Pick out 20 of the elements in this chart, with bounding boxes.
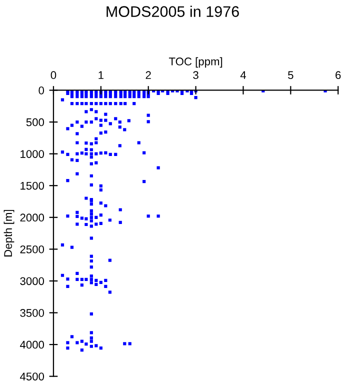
- x-axis-title: TOC [ppm]: [168, 57, 222, 68]
- y-tick-label: 3500: [20, 309, 44, 317]
- x-tick-label: 2: [146, 71, 151, 79]
- x-tick-label: 0: [50, 71, 56, 80]
- x-tick-label: 5: [288, 71, 294, 80]
- y-tick-label: 2000: [20, 214, 44, 222]
- x-tick-label: 3: [193, 71, 198, 80]
- y-tick-label: 4000: [20, 340, 44, 349]
- y-tick-label: 2500: [20, 245, 44, 254]
- y-tick-label: 4500: [20, 372, 44, 380]
- y-tick-label: 500: [26, 118, 44, 126]
- y-axis-title: Depth [m]: [4, 210, 14, 256]
- y-tick-label: 1000: [20, 150, 44, 158]
- x-tick-label: 4: [240, 71, 246, 79]
- y-tick-label: 1500: [20, 182, 44, 190]
- x-tick-label: 1: [98, 71, 104, 79]
- y-tick-label: 0: [38, 86, 44, 94]
- chart-title: MODS2005 in 1976: [106, 6, 239, 17]
- y-tick-label: 3000: [20, 277, 44, 286]
- x-tick-label: 6: [336, 71, 341, 80]
